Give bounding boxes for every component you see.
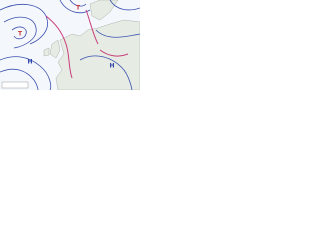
- island: [43, 47, 50, 57]
- isobar: [0, 56, 52, 90]
- scandinavia: [89, 0, 119, 21]
- pressure-center: T: [18, 31, 23, 38]
- page: H T T H (() => { const data = JSON.parse…: [0, 0, 140, 90]
- isobar: [109, 0, 140, 11]
- isobar: [79, 55, 133, 90]
- isobar: [11, 26, 27, 40]
- island: [49, 39, 61, 59]
- legend-box: [1, 81, 29, 89]
- isobar: [3, 16, 37, 49]
- pressure-center: H: [27, 59, 32, 66]
- weather-map: H T T H: [0, 0, 140, 90]
- pressure-center: T: [76, 5, 81, 12]
- front: [45, 15, 73, 79]
- isobar: [0, 68, 39, 90]
- isobar: [69, 0, 87, 7]
- isobar: [95, 29, 140, 38]
- front: [85, 9, 99, 45]
- front: [99, 49, 129, 57]
- isobar: [59, 0, 91, 14]
- pressure-center: H: [109, 63, 114, 70]
- fronts: [45, 9, 129, 79]
